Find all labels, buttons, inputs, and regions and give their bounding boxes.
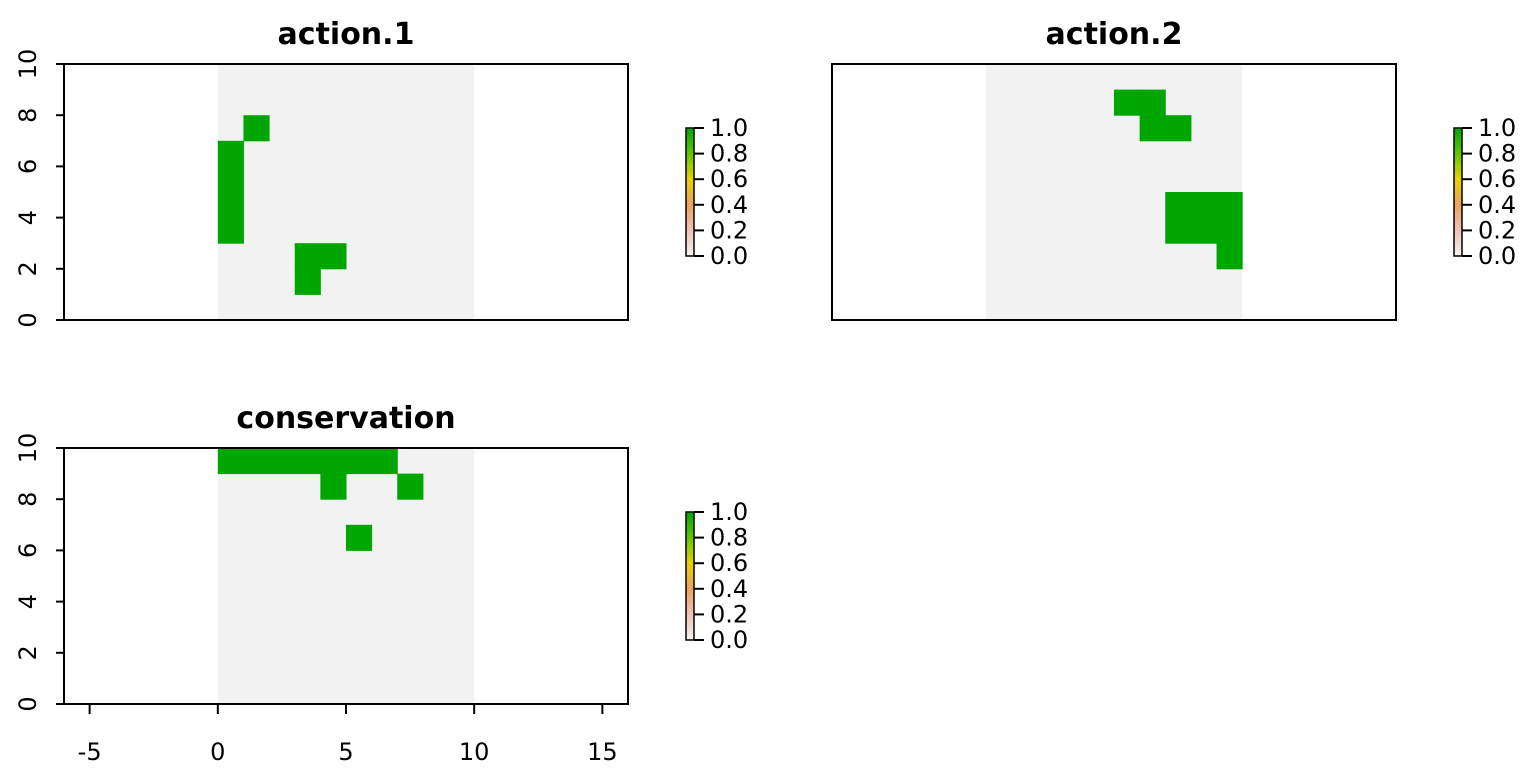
legend-tick-label: 1.0 [1478,114,1516,142]
raster-cell [371,448,398,475]
legend-tick-label: 0.4 [1478,191,1516,219]
legend-tick-label: 0.2 [1478,216,1516,244]
color-legend-bar [1453,127,1463,257]
raster-cell [1165,115,1192,142]
raster-cell [320,448,347,475]
color-legend-bar [685,127,695,257]
raster-cell [1114,89,1141,116]
legend-tick-label: 0.6 [1478,165,1516,193]
legend-tick-label: 0.8 [710,140,748,168]
raster-cell [1139,89,1166,116]
x-tick-label: 5 [338,738,353,766]
raster-cell [294,243,321,270]
legend-tick-label: 0.8 [710,524,748,552]
raster-cell [217,166,244,193]
raster-cell [320,243,347,270]
y-tick-label: 0 [14,312,42,327]
y-tick-label: 6 [14,159,42,174]
y-tick-label: 6 [14,543,42,558]
raster-cell [1165,217,1192,244]
raster-cell [217,448,244,475]
panel-title: action.2 [1046,17,1183,52]
color-legend-bar [685,511,695,641]
y-tick-label: 4 [14,594,42,609]
raster-cell [217,140,244,167]
raster-cell [217,217,244,244]
raster-cell [269,448,296,475]
x-tick-label: -5 [78,738,102,766]
raster-cell [243,115,270,142]
plot-frame [63,63,629,321]
y-tick-label: 10 [14,49,42,80]
raster-cell [1216,192,1243,219]
y-tick-label: 4 [14,210,42,225]
raster-cell [397,473,424,500]
raster-cell [217,192,244,219]
x-tick-label: 0 [210,738,225,766]
raster-cell [294,268,321,295]
raster-cell [1216,243,1243,270]
x-tick-label: 10 [459,738,490,766]
raster-cell [1216,217,1243,244]
raster-cell [346,524,373,551]
raster-cell [1165,192,1192,219]
raster-cell [1139,115,1166,142]
raster-cell [346,448,373,475]
panel-title: action.1 [278,17,415,52]
legend-tick-label: 0.0 [710,242,748,270]
legend-tick-label: 0.6 [710,165,748,193]
y-tick-label: 8 [14,492,42,507]
raster-cell [1190,192,1218,219]
raster-cell [294,448,321,475]
legend-tick-label: 0.2 [710,216,748,244]
raster-cell [243,448,270,475]
y-tick-label: 0 [14,696,42,711]
y-tick-label: 10 [14,433,42,464]
legend-tick-label: 0.6 [710,549,748,577]
raster-cell [1190,217,1218,244]
plot-frame [831,63,1397,321]
y-tick-label: 8 [14,108,42,123]
y-tick-label: 2 [14,261,42,276]
legend-tick-label: 0.0 [1478,242,1516,270]
legend-tick-label: 0.4 [710,191,748,219]
x-tick-label: 15 [587,738,618,766]
raster-extent [217,64,475,320]
y-tick-label: 2 [14,645,42,660]
legend-tick-label: 0.0 [710,626,748,654]
legend-tick-label: 1.0 [710,498,748,526]
panel-title: conservation [236,401,455,436]
legend-tick-label: 0.2 [710,600,748,628]
legend-tick-label: 0.4 [710,575,748,603]
raster-cell [320,473,347,500]
legend-tick-label: 0.8 [1478,140,1516,168]
legend-tick-label: 1.0 [710,114,748,142]
